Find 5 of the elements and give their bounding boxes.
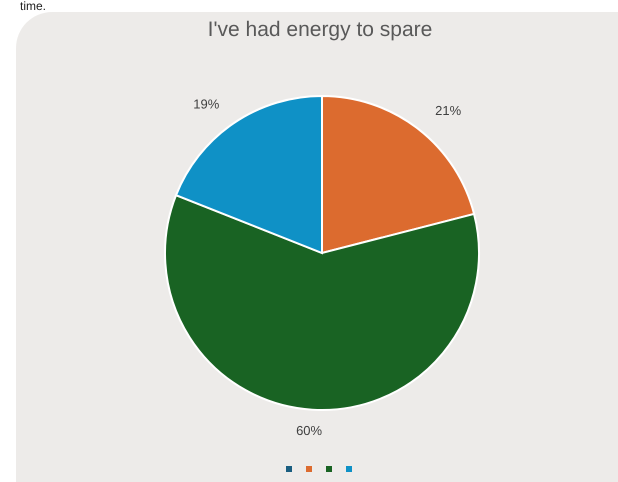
data-label: 21%	[435, 103, 462, 118]
data-label: 19%	[193, 96, 220, 112]
text: time.	[20, 0, 46, 13]
chart-title: I've had energy to spare	[208, 18, 432, 41]
data-label: 60%	[296, 423, 323, 438]
